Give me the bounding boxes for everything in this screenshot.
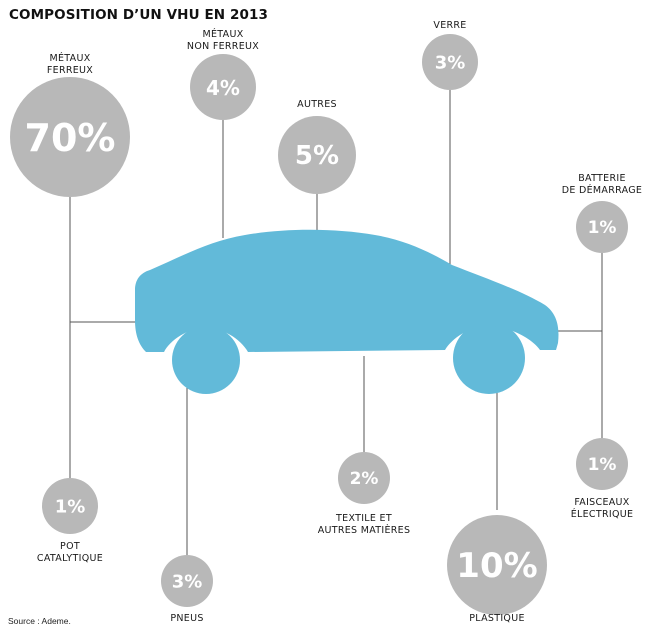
pot-catalytique-label-line: CATALYTIQUE — [36, 553, 104, 564]
autres-bubble — [278, 116, 356, 194]
textile-label-line: TEXTILE ET — [336, 513, 392, 524]
verre-value: 3% — [435, 53, 466, 74]
pot-catalytique-value: 1% — [55, 497, 86, 518]
batterie-label-line: DE DÉMARRAGE — [561, 185, 643, 196]
faisceaux-label: FAISCEAUX ÉLECTRIQUE — [571, 497, 634, 521]
plastique-label: PLASTIQUE — [469, 613, 525, 625]
metaux-non-ferreux-label: MÉTAUX NON FERREUX — [187, 29, 259, 53]
metaux-non-ferreux-value: 4% — [206, 76, 240, 100]
verre-bubble — [422, 34, 478, 90]
pneus-value: 3% — [172, 572, 203, 593]
metaux-non-ferreux-bubble — [190, 54, 256, 120]
textile-label: TEXTILE ET AUTRES MATIÈRES — [318, 513, 411, 537]
faisceaux-bubble — [576, 438, 628, 490]
faisceaux-label-line: ÉLECTRIQUE — [570, 509, 634, 520]
plastique-bubble — [447, 515, 547, 615]
pneus-bubble — [161, 555, 213, 607]
metaux-non-ferreux-label-line: MÉTAUX — [202, 29, 244, 40]
pneus-label-line: PNEUS — [170, 613, 204, 624]
plastique-value: 10% — [456, 546, 537, 586]
autres-label: AUTRES — [297, 99, 337, 111]
car-silhouette — [135, 229, 559, 394]
metaux-ferreux-value: 70% — [25, 116, 116, 160]
textile-value: 2% — [350, 469, 379, 489]
metaux-ferreux-label: MÉTAUX FERREUX — [47, 53, 93, 77]
batterie-label: BATTERIE DE DÉMARRAGE — [562, 173, 642, 197]
metaux-ferreux-label-line: MÉTAUX — [49, 53, 91, 64]
verre-label-line: VERRE — [433, 20, 467, 31]
metaux-non-ferreux-label-line: NON FERREUX — [186, 41, 260, 52]
pot-catalytique-bubble — [42, 478, 98, 534]
metaux-ferreux-bubble — [10, 77, 130, 197]
textile-label-line: AUTRES MATIÈRES — [317, 525, 411, 536]
batterie-bubble — [576, 201, 628, 253]
batterie-label-line: BATTERIE — [578, 173, 626, 184]
metaux-ferreux-label-line: FERREUX — [46, 65, 94, 76]
batterie-value: 1% — [588, 218, 617, 238]
faisceaux-label-line: FAISCEAUX — [574, 497, 630, 508]
verre-label: VERRE — [433, 20, 466, 32]
pot-catalytique-label: POT CATALYTIQUE — [37, 541, 103, 565]
pot-catalytique-label-line: POT — [60, 541, 80, 552]
source-note: Source : Ademe. — [8, 616, 71, 626]
autres-label-line: AUTRES — [297, 99, 337, 110]
connector-lines — [69, 84, 603, 557]
component-bubbles: 70% 4% 5% 3% 1% 1% 3% 2% 10% 1% — [10, 34, 628, 615]
faisceaux-value: 1% — [588, 455, 617, 475]
plastique-label-line: PLASTIQUE — [469, 613, 525, 624]
autres-value: 5% — [295, 141, 339, 171]
pneus-label: PNEUS — [170, 613, 203, 625]
textile-bubble — [338, 452, 390, 504]
diagram-title: COMPOSITION D’UN VHU EN 2013 — [9, 7, 268, 23]
